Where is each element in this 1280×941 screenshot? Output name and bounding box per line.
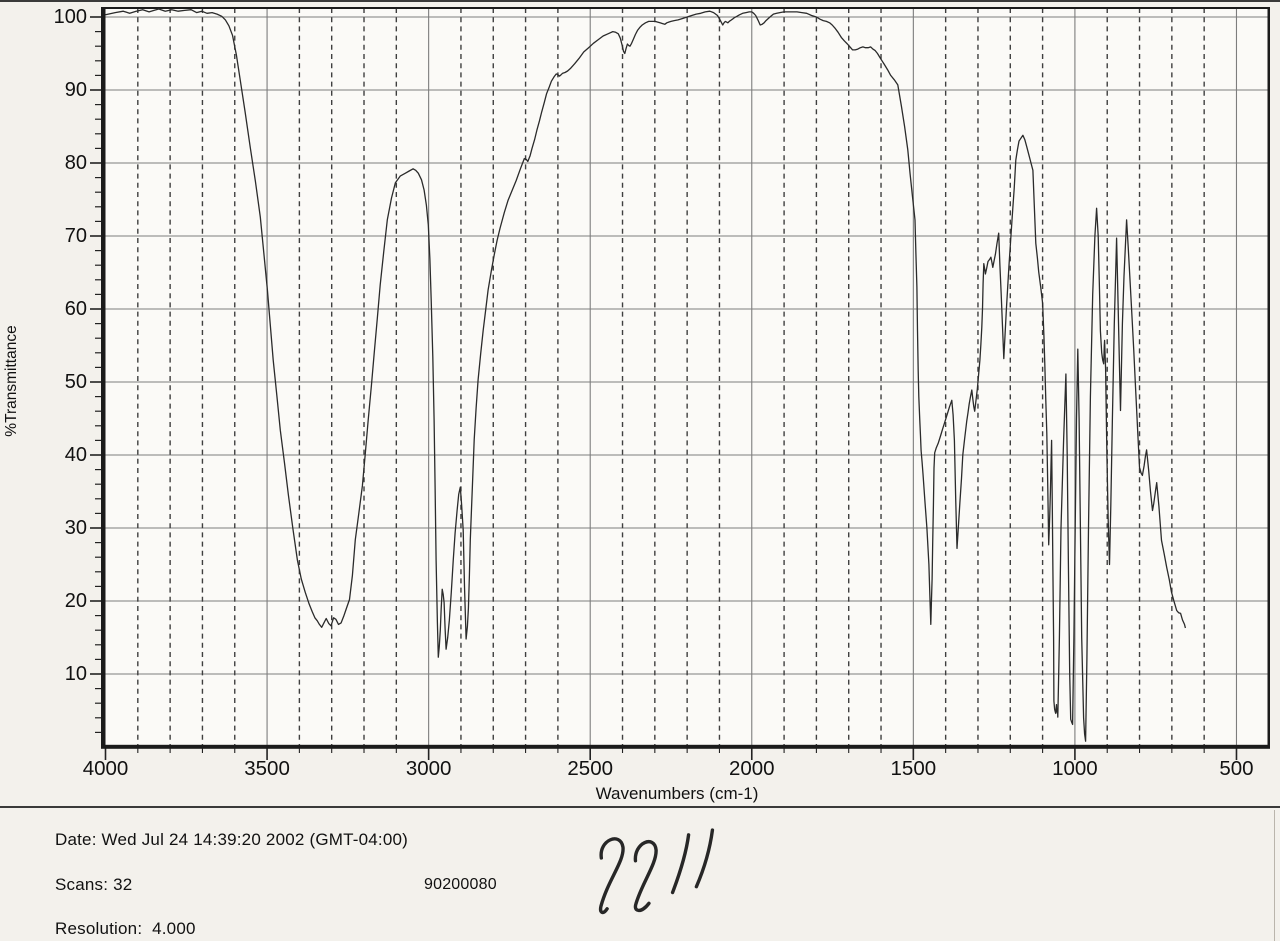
plot-area: 100 90 80 70 60 50 40 30 20 10 4000 3500 3000 2500 200… (54, 6, 1270, 780)
plot-border-right (1267, 8, 1270, 746)
x-tick-label: 1500 (891, 757, 937, 780)
y-tick-label: 100 (54, 6, 87, 28)
y-tick-label: 50 (65, 371, 87, 393)
chart-metadata-separator-line (0, 806, 1280, 808)
metadata-scans: Scans: 32 (55, 875, 133, 894)
y-tick-label: 40 (65, 444, 87, 466)
handwritten-digit-2 (633, 840, 658, 913)
x-tick-label: 500 (1219, 757, 1253, 780)
y-axis-title: %Transmittance (3, 325, 20, 436)
metadata-resolution: Resolution: 4.000 (55, 919, 196, 938)
y-tick-label: 70 (65, 225, 87, 247)
handwritten-digit-1 (694, 828, 715, 889)
x-tick-label: 1000 (1052, 757, 1098, 780)
y-tick-label: 60 (65, 298, 87, 320)
handwritten-digit-2 (598, 837, 625, 915)
plot-border-left (101, 8, 106, 748)
page-right-edge-line (1274, 810, 1275, 941)
y-tick-label: 90 (65, 79, 87, 101)
metadata-sample-number: 90200080 (424, 876, 497, 893)
x-tick-label: 3000 (406, 757, 452, 780)
handwritten-annotation-2211 (598, 828, 715, 915)
x-tick-label: 2500 (567, 757, 613, 780)
handwritten-digit-1 (670, 833, 691, 895)
x-tick-label: 3500 (244, 757, 290, 780)
x-axis-title: Wavenumbers (cm-1) (596, 784, 759, 803)
spectrum-curve (105, 8, 1187, 742)
x-tick-label: 4000 (83, 757, 129, 780)
y-tick-label: 10 (65, 663, 87, 685)
y-tick-label: 80 (65, 152, 87, 174)
plot-border-bottom (101, 744, 1270, 749)
ir-spectrum-chart: 100 90 80 70 60 50 40 30 20 10 4000 3500 3000 2500 200… (3, 6, 1270, 803)
plot-border-top (101, 7, 1270, 9)
metadata-date: Date: Wed Jul 24 14:39:20 2002 (GMT-04:0… (55, 830, 409, 849)
y-tick-label: 20 (65, 590, 87, 612)
x-tick-label: 2000 (729, 757, 775, 780)
y-tick-label: 30 (65, 517, 87, 539)
page-top-edge-line (0, 0, 1280, 2)
